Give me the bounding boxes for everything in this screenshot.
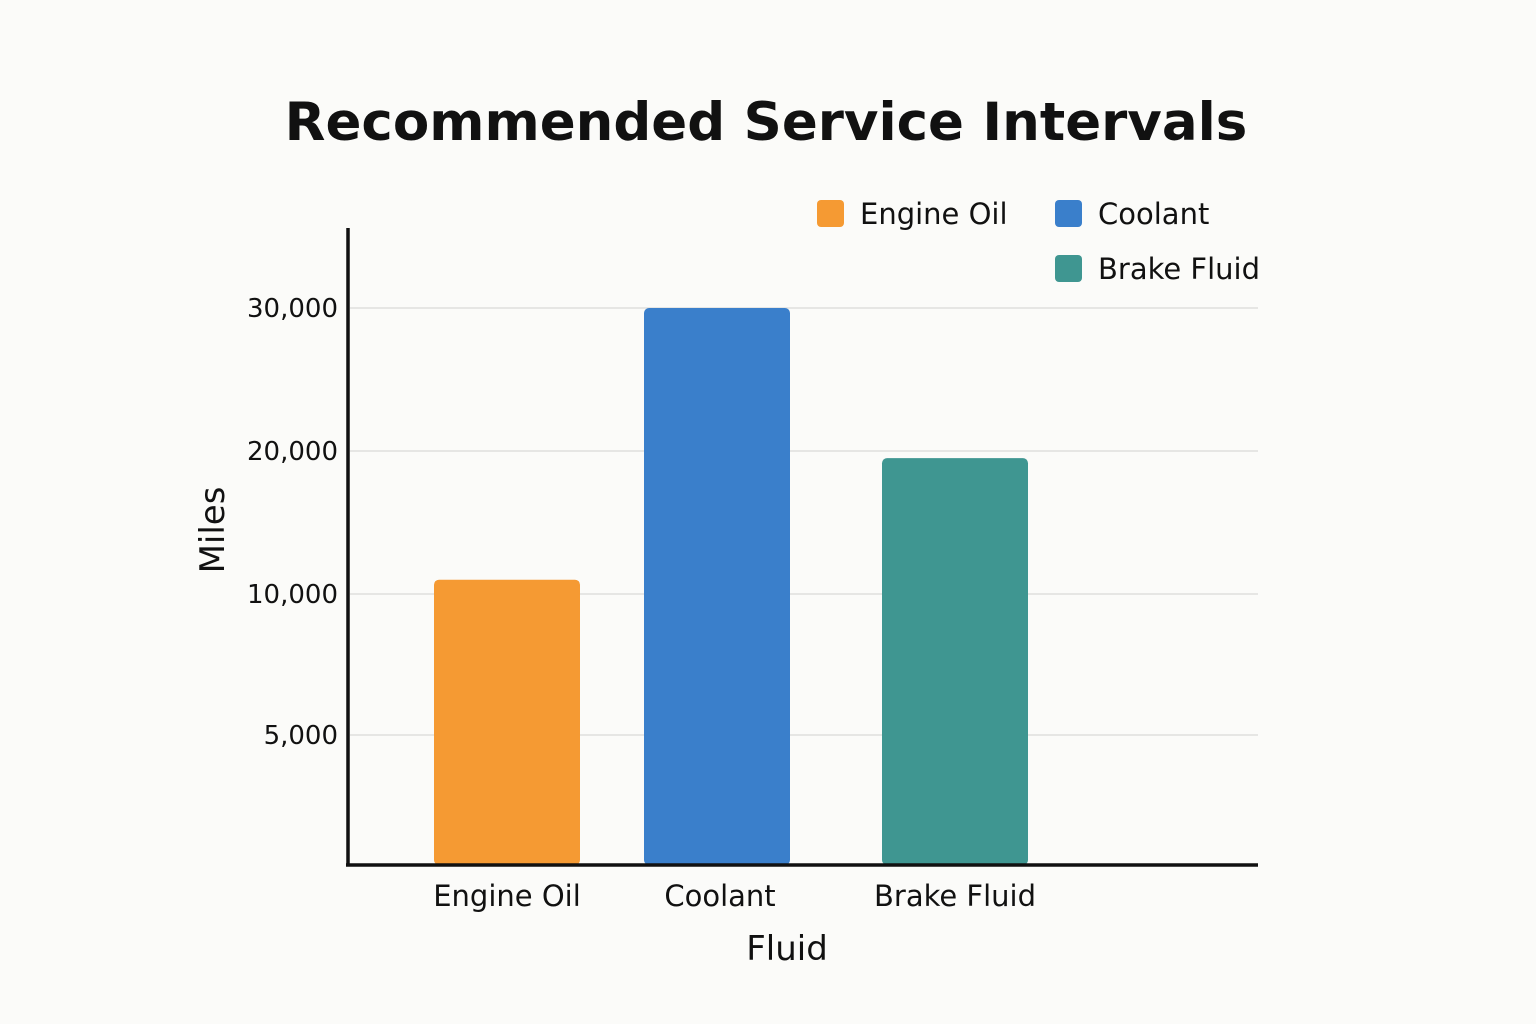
y-axis-title: Miles — [193, 487, 233, 574]
legend-label-engine-oil: Engine Oil — [860, 197, 1008, 231]
bar-brake-fluid — [882, 458, 1028, 865]
bar-engine-oil — [434, 579, 580, 865]
x-axis-title: Fluid — [746, 929, 828, 969]
legend-swatch-coolant — [1055, 200, 1082, 227]
y-tick-label: 10,000 — [247, 580, 338, 610]
bars — [434, 308, 1028, 865]
legend-swatch-brake-fluid — [1055, 255, 1082, 282]
x-tick-label: Coolant — [664, 879, 775, 913]
legend-swatch-engine-oil — [817, 200, 844, 227]
y-tick-label: 30,000 — [247, 294, 338, 324]
x-tick-labels: Engine Oil Coolant Brake Fluid — [433, 879, 1036, 913]
chart-title: Recommended Service Intervals — [285, 92, 1248, 153]
legend: Engine Oil Coolant Brake Fluid — [817, 197, 1260, 286]
legend-label-brake-fluid: Brake Fluid — [1098, 252, 1260, 286]
y-tick-label: 20,000 — [247, 437, 338, 467]
bar-coolant — [644, 308, 790, 865]
legend-label-coolant: Coolant — [1098, 197, 1209, 231]
y-tick-labels: 5,000 10,000 20,000 30,000 — [247, 294, 338, 751]
x-tick-label: Brake Fluid — [874, 879, 1036, 913]
y-tick-label: 5,000 — [264, 721, 338, 751]
x-tick-label: Engine Oil — [433, 879, 581, 913]
